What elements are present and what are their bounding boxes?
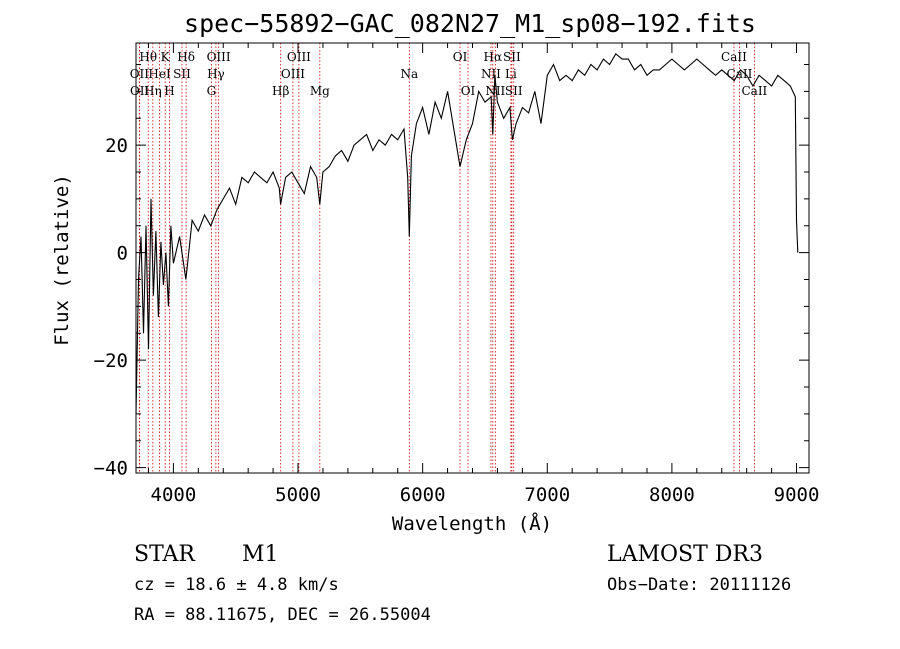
x-axis-label: Wavelength (Å) [392, 512, 552, 535]
emission-line-label: SII [173, 67, 191, 81]
y-tick-label: 0 [117, 243, 128, 265]
emission-line-label: Mg [310, 84, 330, 98]
emission-line-label: Hα [484, 50, 503, 64]
emission-line-label: NII [485, 84, 505, 98]
emission-line-label: CaII [741, 84, 767, 98]
observation-date: Obs−Date: 20111126 [607, 575, 791, 595]
emission-line-label: G [207, 84, 217, 98]
emission-line-label: SII [503, 50, 521, 64]
emission-line-label: CaII [721, 50, 747, 64]
y-tick-label: 20 [105, 135, 128, 157]
emission-line-label: K [161, 50, 171, 64]
emission-line-label: Hη [144, 84, 162, 98]
emission-line-label: OII [130, 67, 150, 81]
emission-line-label: OIII [287, 50, 311, 64]
spectrum-line [135, 52, 799, 414]
x-axis-ticks: 4000 5000 6000 7000 8000 9000 [147, 43, 820, 506]
coordinates: RA = 88.11675, DEC = 26.55004 [134, 605, 431, 625]
emission-line-label: OI [461, 84, 476, 98]
emission-line-label: CaII [727, 67, 753, 81]
emission-line-label: H [164, 84, 174, 98]
x-tick-label: 8000 [649, 484, 695, 506]
emission-line-label: HeI [148, 67, 171, 81]
chart-title: spec−55892−GAC_082N27_M1_sp08−192.fits [184, 9, 756, 38]
emission-line-label: OI [453, 50, 468, 64]
emission-line-label: Hγ [207, 67, 225, 81]
x-tick-label: 5000 [275, 484, 321, 506]
x-tick-label: 4000 [151, 484, 197, 506]
emission-line-label: Na [400, 67, 418, 81]
y-axis-ticks: −40 −20 0 20 [94, 64, 809, 480]
emission-line-label: SII [505, 84, 523, 98]
x-tick-label: 7000 [524, 484, 570, 506]
object-subclass: M1 [242, 542, 279, 567]
object-class: STAR [134, 542, 196, 567]
redshift-info: cz = 18.6 ± 4.8 km/s [134, 575, 339, 595]
x-tick-label: 9000 [774, 484, 820, 506]
y-tick-label: −20 [94, 350, 128, 372]
plot-frame [135, 42, 810, 474]
y-axis-label: Flux (relative) [51, 174, 73, 346]
emission-line-label: Li [505, 67, 517, 81]
emission-line-labels: HθOIIOIIHηHeIKHSIIHδGHγOIIIHβOIIIOIIIMgN… [130, 50, 768, 98]
emission-line-label: OIII [207, 50, 231, 64]
x-tick-label: 6000 [400, 484, 446, 506]
emission-line-markers [138, 43, 755, 473]
emission-line-label: Hβ [272, 84, 289, 98]
y-tick-label: −40 [94, 458, 128, 480]
emission-line-label: Hδ [177, 50, 195, 64]
emission-line-label: Hθ [139, 50, 157, 64]
emission-line-label: NII [481, 67, 501, 81]
survey-name: LAMOST DR3 [607, 542, 763, 567]
emission-line-label: OIII [281, 67, 305, 81]
